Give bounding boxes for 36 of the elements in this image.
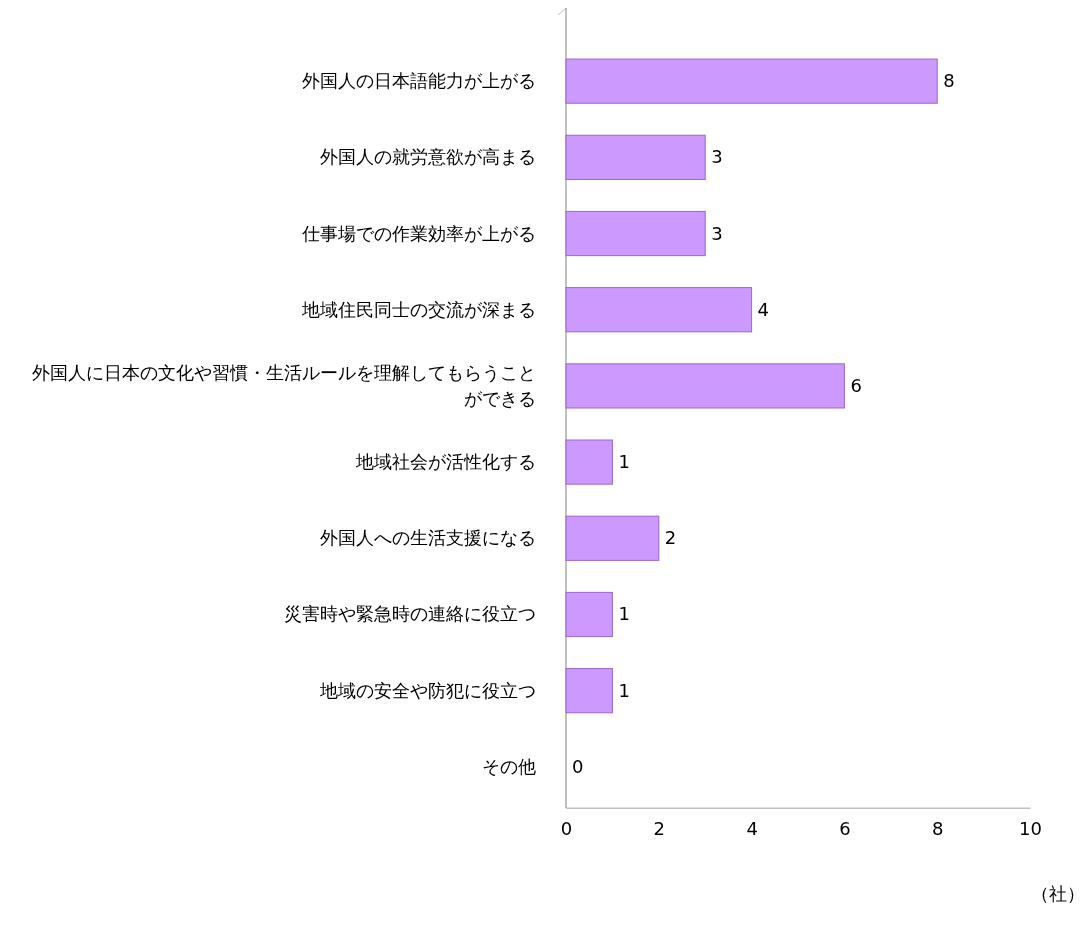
- bar: [565, 58, 938, 104]
- y-tick-label: 災害時や緊急時の連絡に役立つ: [284, 603, 536, 625]
- data-label: 3: [711, 222, 723, 244]
- data-label: 1: [618, 451, 630, 473]
- data-label: 1: [618, 679, 630, 701]
- x-tick-label: 2: [653, 817, 666, 839]
- x-tick-label: 6: [839, 817, 851, 839]
- bar: [565, 134, 706, 180]
- y-tick-label: 地域社会が活性化する: [355, 451, 536, 473]
- x-tick-label: 4: [746, 817, 758, 839]
- y-tick-label: 地域住民同士の交流が深まる: [301, 298, 536, 320]
- x-tick-label: 0: [560, 817, 573, 839]
- y-tick-label: 外国人への生活支援になる: [320, 527, 536, 549]
- data-label: 1: [618, 603, 630, 625]
- data-label: 2: [664, 527, 677, 549]
- bar: [565, 668, 613, 714]
- bar: [565, 515, 660, 561]
- x-tick-label: 10: [1019, 817, 1042, 839]
- x-tick-label: 8: [931, 817, 944, 839]
- bar: [565, 439, 613, 485]
- data-label: 3: [711, 146, 723, 168]
- bar: [565, 591, 613, 638]
- bar: [565, 210, 706, 257]
- data-label: 6: [850, 374, 862, 396]
- y-tick-label: 地域の安全や防犯に役立つ: [319, 679, 536, 701]
- y-tick-label: 外国人の日本語能力が上がる: [302, 70, 536, 92]
- data-label: 4: [757, 298, 770, 320]
- y-tick-label: 外国人に日本の文化や習慣・生活ルールを理解してもらうことができる: [32, 361, 536, 409]
- y-tick-label: 仕事場での作業効率が上がる: [301, 222, 536, 244]
- y-tick-label: 外国人の就労意欲が高まる: [320, 146, 536, 168]
- data-label: 8: [943, 70, 955, 92]
- data-label: 0: [572, 755, 584, 777]
- bar: [565, 363, 845, 409]
- bar: [565, 287, 753, 333]
- y-tick-label: その他: [482, 755, 536, 777]
- x-axis-title: （社）: [1031, 883, 1085, 904]
